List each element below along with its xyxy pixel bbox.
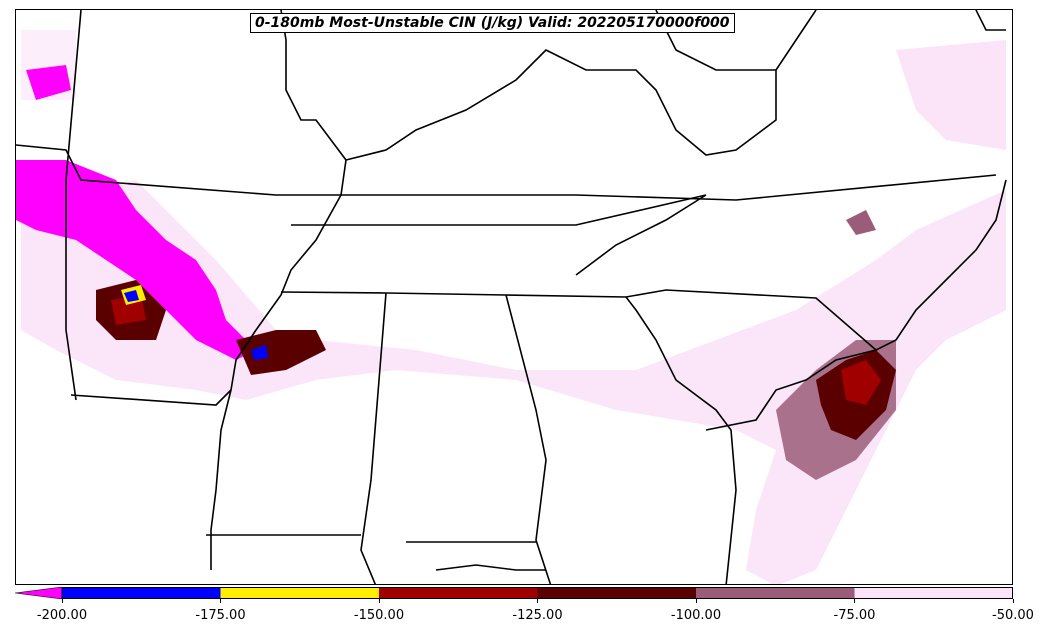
colorbar-bin-3 xyxy=(537,587,696,599)
colorbar-bin-1 xyxy=(220,587,379,599)
state-boundaries xyxy=(16,10,1007,584)
colorbar xyxy=(15,587,1013,599)
cin-shading-magenta xyxy=(16,65,256,360)
colorbar-tick-mark xyxy=(220,599,221,603)
colorbar-tick-mark xyxy=(537,599,538,603)
colorbar-tick-mark xyxy=(854,599,855,603)
colorbar-tick-mark xyxy=(695,599,697,603)
cin-shading-blue xyxy=(124,290,268,360)
map-panel xyxy=(15,9,1013,585)
colorbar-tick-label: -100.00 xyxy=(670,608,722,623)
colorbar-tick-label: -125.00 xyxy=(512,608,563,623)
colorbar-tick-label: -150.00 xyxy=(353,608,405,623)
colorbar-tick-mark xyxy=(1012,599,1014,603)
colorbar-tick-mark xyxy=(378,599,380,603)
colorbar-tick-label: -175.00 xyxy=(195,608,246,623)
cin-shading-red xyxy=(111,295,881,405)
colorbar-bin-4 xyxy=(696,587,855,599)
colorbar-under-triangle xyxy=(15,587,63,599)
colorbar-bin-5 xyxy=(854,587,1013,599)
colorbar-bin-0 xyxy=(62,587,221,599)
colorbar-tick-label: -200.00 xyxy=(36,608,88,623)
colorbar-tick-mark xyxy=(61,599,63,603)
colorbar-outline xyxy=(61,587,1013,599)
map-title: 0-180mb Most-Unstable CIN (J/kg) Valid: … xyxy=(250,13,735,33)
cin-map xyxy=(16,10,1007,584)
colorbar-tick-label: -75.00 xyxy=(833,608,876,623)
colorbar-bin-2 xyxy=(379,587,538,599)
colorbar-tick-label: -50.00 xyxy=(992,608,1034,623)
